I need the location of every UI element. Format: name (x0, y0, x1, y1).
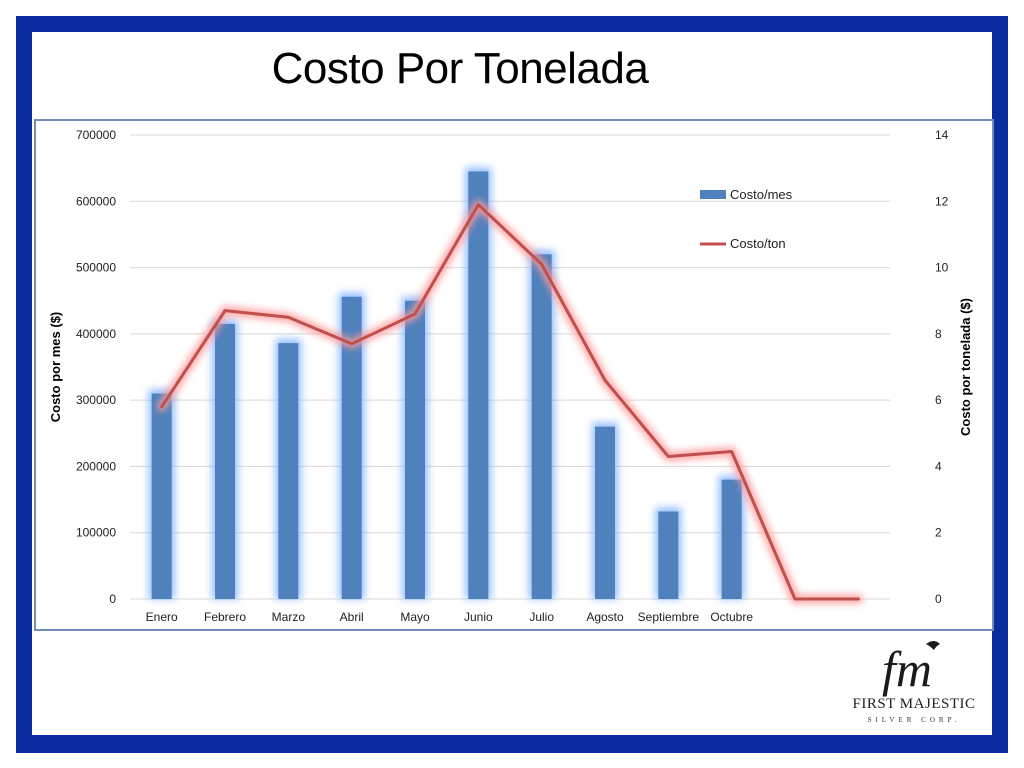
y-tick-label: 200000 (76, 459, 116, 473)
svg-text:fm: fm (882, 641, 932, 697)
bar (341, 296, 362, 599)
y-tick-label: 300000 (76, 393, 116, 407)
x-tick-label: Octubre (710, 610, 753, 624)
bar (721, 479, 742, 599)
y-tick-label: 400000 (76, 327, 116, 341)
y2-tick-label: 0 (935, 592, 942, 606)
logo-company-name: First Majestic (852, 696, 976, 712)
y2-tick-label: 4 (935, 459, 942, 473)
y-tick-label: 500000 (76, 261, 116, 275)
y2-tick-label: 6 (935, 393, 942, 407)
fm-monogram-icon: fm (882, 641, 940, 697)
line-costo-ton (160, 203, 860, 601)
y2-tick-label: 14 (935, 128, 949, 142)
legend-label-line: Costo/ton (730, 236, 786, 251)
y-tick-label: 600000 (76, 194, 116, 208)
x-tick-label: Febrero (204, 610, 246, 624)
axes: 0 100000 200000 300000 400000 500000 600000 700… (48, 128, 973, 624)
y-tick-label: 100000 (76, 526, 116, 540)
bar (215, 323, 235, 599)
y2-tick-label: 8 (935, 327, 942, 341)
bar (151, 393, 172, 599)
y2-axis-title: Costo por tonelada ($) (958, 298, 973, 436)
x-tick-label: Junio (464, 610, 493, 624)
y2-tick-label: 2 (935, 526, 942, 540)
x-tick-label: Abril (340, 610, 364, 624)
x-tick-label: Enero (146, 610, 178, 624)
legend-label-bar: Costo/mes (730, 187, 793, 202)
y2-tick-label: 10 (935, 261, 949, 275)
x-tick-label: Agosto (586, 610, 624, 624)
x-tick-label: Septiembre (638, 610, 700, 624)
logo-tagline: Silver Corp. (867, 716, 961, 724)
y-tick-label: 700000 (76, 128, 116, 142)
x-tick-label: Mayo (400, 610, 430, 624)
y-tick-label: 0 (109, 592, 116, 606)
y-axis-title: Costo por mes ($) (48, 312, 63, 423)
bar (595, 426, 615, 599)
bar (531, 254, 552, 600)
bar (405, 300, 425, 599)
x-tick-label: Marzo (272, 610, 306, 624)
legend-swatch-bar (700, 190, 726, 199)
chart-container: 0 100000 200000 300000 400000 500000 600000 700… (34, 119, 994, 631)
company-logo: fm First Majestic Silver Corp. (848, 638, 980, 730)
gridlines (130, 134, 890, 600)
bar (468, 171, 489, 599)
line-series (156, 199, 864, 604)
bar (658, 511, 679, 599)
slide-title: Costo Por Tonelada (271, 44, 649, 93)
y2-tick-label: 12 (935, 194, 949, 208)
line-glow (156, 199, 864, 604)
legend: Costo/mes Costo/ton (700, 187, 793, 251)
bar-series (148, 167, 745, 600)
combo-chart: 0 100000 200000 300000 400000 500000 600000 700… (48, 128, 973, 624)
x-tick-label: Julio (529, 610, 554, 624)
bar (278, 343, 299, 599)
